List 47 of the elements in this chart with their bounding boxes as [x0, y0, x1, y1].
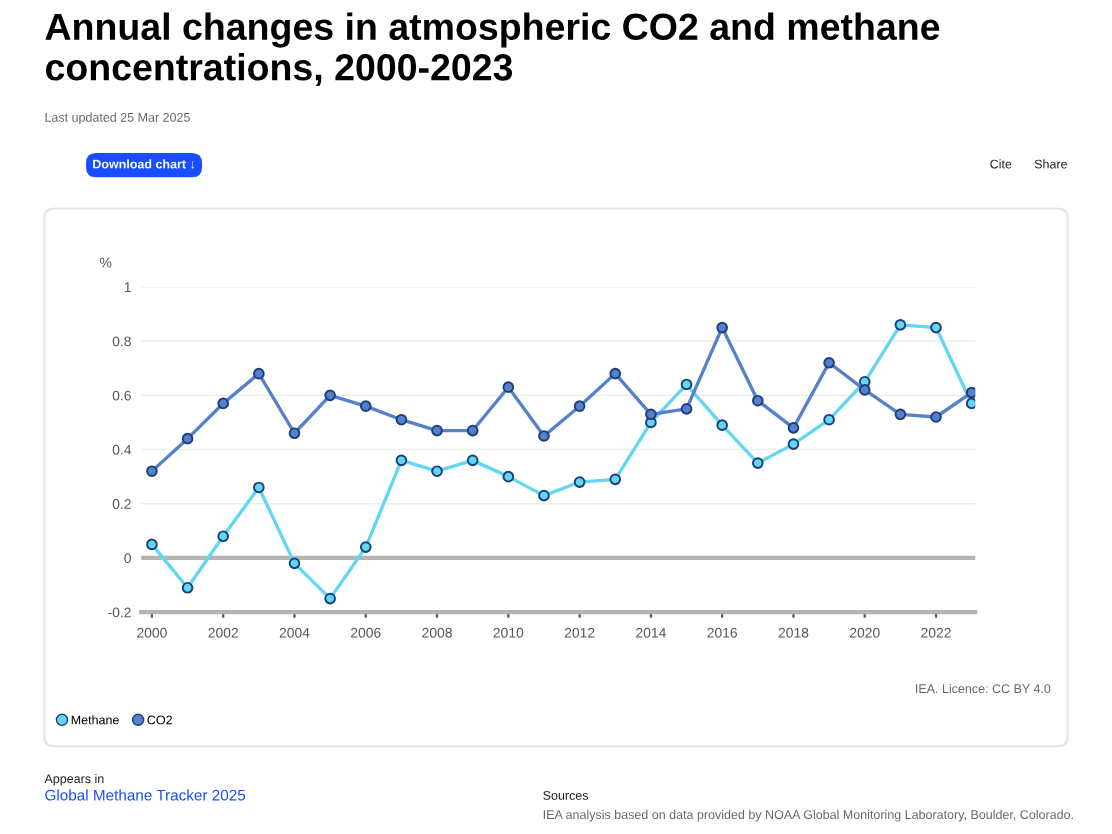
point [930, 321, 942, 334]
point [395, 454, 408, 467]
point [431, 465, 443, 478]
point [538, 430, 550, 442]
point [395, 413, 408, 426]
point [324, 592, 336, 605]
point [751, 394, 764, 407]
point [502, 381, 515, 394]
point [217, 530, 230, 543]
point [431, 424, 443, 437]
point [965, 386, 976, 399]
point [751, 457, 764, 469]
point [823, 356, 835, 369]
point [538, 489, 550, 502]
point [324, 389, 336, 402]
point [609, 473, 622, 486]
point [181, 432, 194, 445]
point [894, 319, 907, 331]
point [466, 424, 479, 437]
point [359, 541, 372, 553]
point [253, 481, 265, 494]
point [466, 454, 479, 467]
point [359, 400, 372, 412]
point [645, 408, 657, 421]
point [680, 403, 693, 415]
point [146, 465, 158, 478]
point [217, 397, 230, 410]
point [609, 367, 622, 380]
point [823, 413, 835, 426]
point [716, 321, 728, 334]
point [858, 384, 871, 396]
point [965, 397, 976, 410]
point [288, 557, 301, 570]
point [253, 367, 265, 380]
point [787, 422, 800, 434]
point [930, 411, 942, 423]
point [288, 427, 301, 440]
point [573, 400, 586, 412]
chart-title: Annual changes in atmospheric CO2 and methane concentrations, 2000-2023 [45, 12, 940, 87]
point [894, 408, 907, 421]
point [787, 438, 800, 450]
point [146, 538, 158, 551]
point [716, 419, 728, 431]
point [502, 470, 515, 483]
point [680, 378, 693, 391]
point [573, 476, 586, 488]
point [181, 581, 194, 594]
